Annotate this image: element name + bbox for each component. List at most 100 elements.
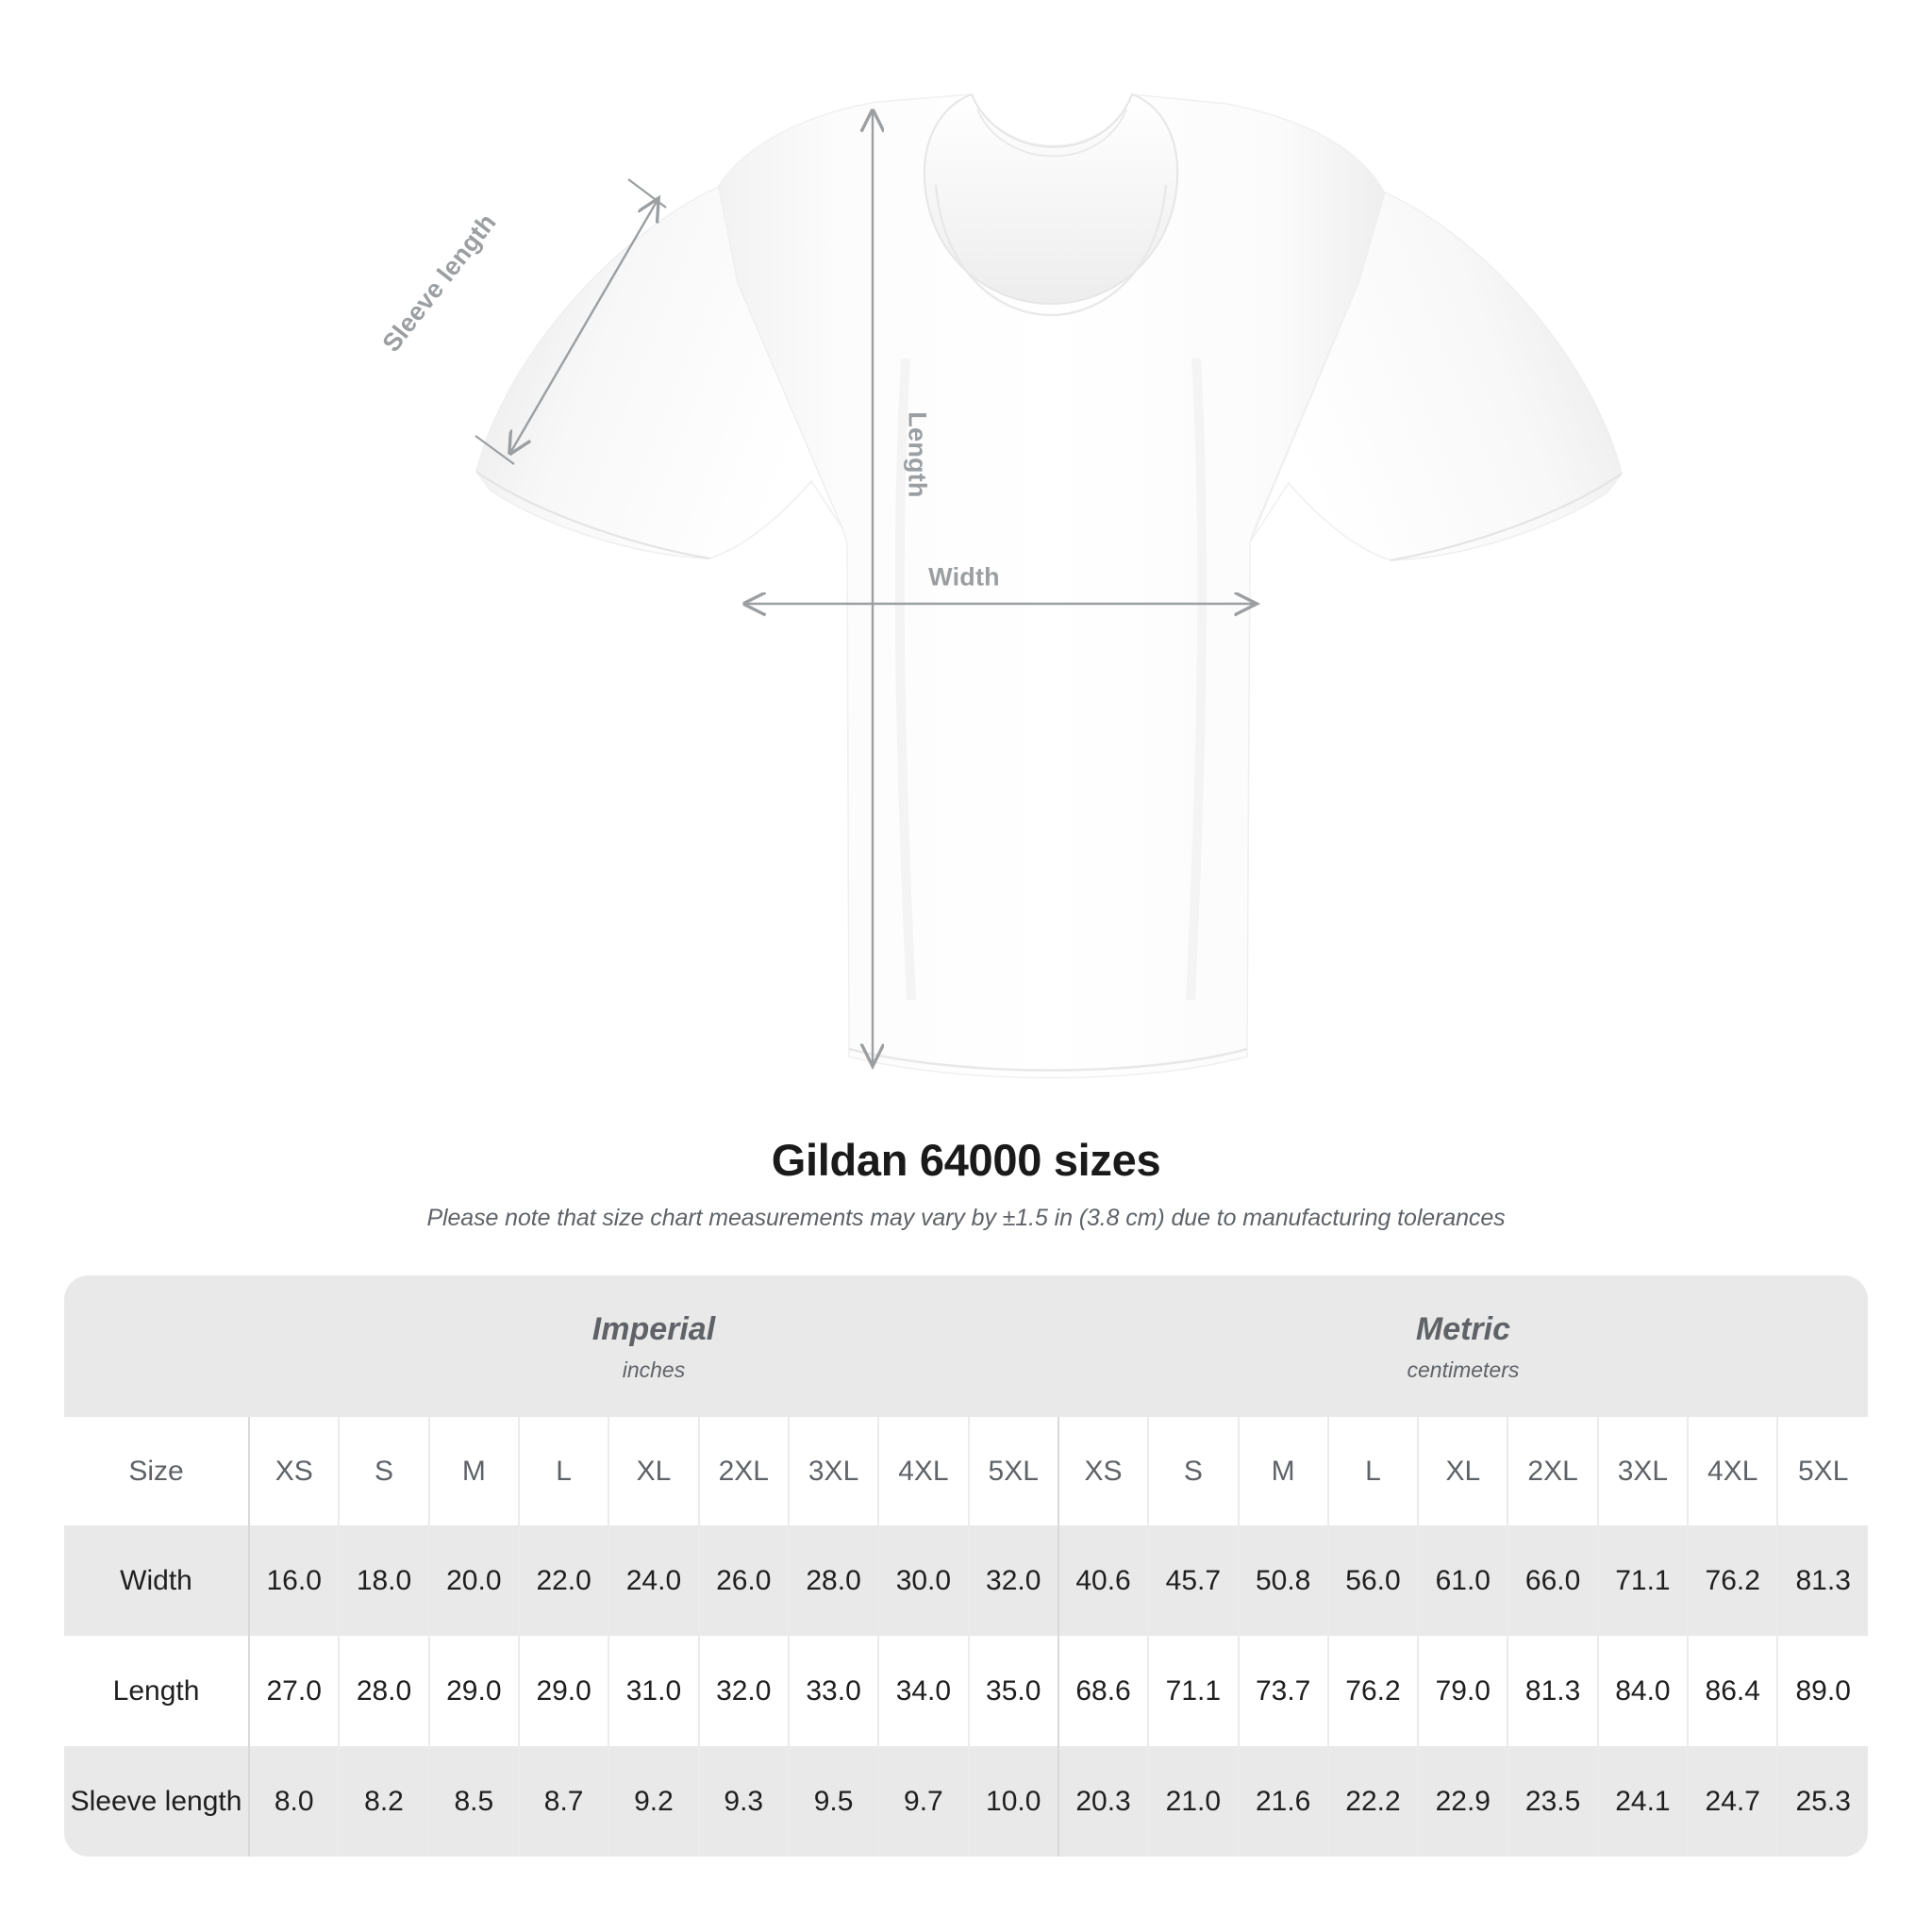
cell-length-metric-4xl: 86.4 bbox=[1687, 1636, 1778, 1746]
shirt-hem bbox=[848, 1047, 1248, 1072]
cell-sleeve-length-metric-s: 21.0 bbox=[1147, 1746, 1239, 1857]
cell-width-metric-3xl: 71.1 bbox=[1596, 1525, 1689, 1636]
cell-sleeve-length-metric-xs: 20.3 bbox=[1057, 1746, 1149, 1857]
size-header-metric-2xl: 2XL bbox=[1507, 1417, 1598, 1525]
cell-sleeve-length-imperial-m: 8.5 bbox=[427, 1746, 519, 1857]
cell-width-imperial-s: 18.0 bbox=[338, 1525, 429, 1636]
cell-width-imperial-xs: 16.0 bbox=[248, 1525, 340, 1636]
sleeve-arrow-tick-bottom bbox=[475, 435, 515, 465]
cell-length-metric-xs: 68.6 bbox=[1057, 1636, 1149, 1746]
size-header-metric-m: M bbox=[1237, 1417, 1328, 1525]
unit-header-metric: Metric centimeters bbox=[1058, 1275, 1868, 1417]
unit-banner-spacer bbox=[64, 1275, 250, 1417]
tshirt-illustration bbox=[475, 92, 1623, 1079]
cell-sleeve-length-imperial-5xl: 10.0 bbox=[967, 1746, 1058, 1857]
cell-width-metric-l: 56.0 bbox=[1326, 1525, 1419, 1636]
cell-width-metric-5xl: 81.3 bbox=[1776, 1525, 1868, 1636]
unit-subtitle-metric: centimeters bbox=[1407, 1357, 1520, 1382]
cell-width-metric-s: 45.7 bbox=[1147, 1525, 1239, 1636]
cell-length-metric-5xl: 89.0 bbox=[1776, 1636, 1868, 1746]
size-header-imperial-3xl: 3XL bbox=[787, 1417, 879, 1525]
cell-width-metric-xs: 40.6 bbox=[1057, 1525, 1149, 1636]
cell-sleeve-length-metric-2xl: 23.5 bbox=[1507, 1746, 1598, 1857]
size-header-imperial-4xl: 4XL bbox=[877, 1417, 969, 1525]
page-title: Gildan 64000 sizes bbox=[771, 1135, 1161, 1185]
cell-sleeve-length-metric-l: 22.2 bbox=[1326, 1746, 1419, 1857]
unit-name-imperial: Imperial bbox=[591, 1311, 716, 1348]
chart-heading-block: Gildan 64000 sizes Please note that size… bbox=[0, 1134, 1932, 1232]
size-header-metric-s: S bbox=[1147, 1417, 1239, 1525]
size-header-metric-5xl: 5XL bbox=[1776, 1417, 1868, 1525]
cell-width-metric-xl: 61.0 bbox=[1417, 1525, 1508, 1636]
size-header-imperial-5xl: 5XL bbox=[967, 1417, 1058, 1525]
cell-sleeve-length-imperial-s: 8.2 bbox=[338, 1746, 429, 1857]
cell-sleeve-length-imperial-l: 8.7 bbox=[517, 1746, 609, 1857]
cell-length-imperial-xl: 31.0 bbox=[608, 1636, 699, 1746]
shirt-body-shape bbox=[716, 93, 1388, 1079]
cell-sleeve-length-metric-5xl: 25.3 bbox=[1776, 1746, 1868, 1857]
cell-length-imperial-4xl: 34.0 bbox=[877, 1636, 969, 1746]
unit-header-imperial: Imperial inches bbox=[249, 1275, 1058, 1417]
size-header-metric-3xl: 3XL bbox=[1596, 1417, 1689, 1525]
cell-length-metric-3xl: 84.0 bbox=[1596, 1636, 1689, 1746]
size-header-imperial-l: L bbox=[517, 1417, 609, 1525]
cell-length-imperial-s: 28.0 bbox=[338, 1636, 429, 1746]
cell-sleeve-length-metric-m: 21.6 bbox=[1237, 1746, 1328, 1857]
cell-length-imperial-2xl: 32.0 bbox=[697, 1636, 789, 1746]
collar-stitch bbox=[934, 184, 1168, 317]
tshirt-diagram: Sleeve length Length Width bbox=[376, 92, 1623, 1079]
size-header-label: Size bbox=[64, 1417, 250, 1525]
cell-width-imperial-5xl: 32.0 bbox=[967, 1525, 1058, 1636]
cell-sleeve-length-imperial-3xl: 9.5 bbox=[787, 1746, 879, 1857]
size-header-imperial-s: S bbox=[338, 1417, 429, 1525]
cell-sleeve-length-imperial-xs: 8.0 bbox=[248, 1746, 340, 1857]
sleeve-arrow-tick-top bbox=[627, 178, 667, 208]
size-header-metric-xl: XL bbox=[1417, 1417, 1508, 1525]
cell-width-imperial-xl: 24.0 bbox=[608, 1525, 699, 1636]
cell-width-imperial-3xl: 28.0 bbox=[787, 1525, 879, 1636]
tolerance-disclaimer: Please note that size chart measurements… bbox=[426, 1205, 1506, 1231]
cell-width-metric-m: 50.8 bbox=[1237, 1525, 1328, 1636]
cell-length-imperial-xs: 27.0 bbox=[248, 1636, 340, 1746]
row-label-width: Width bbox=[64, 1525, 250, 1636]
cell-width-imperial-4xl: 30.0 bbox=[877, 1525, 969, 1636]
cell-length-metric-l: 76.2 bbox=[1326, 1636, 1419, 1746]
unit-subtitle-imperial: inches bbox=[622, 1357, 686, 1382]
cell-length-metric-xl: 79.0 bbox=[1417, 1636, 1508, 1746]
size-header-imperial-m: M bbox=[427, 1417, 519, 1525]
width-dimension-label: Width bbox=[928, 562, 1000, 591]
size-header-row: Size XS S M L XL 2XL 3XL 4XL 5XL XS S M L XL 2XL 3XL 4XL 5… bbox=[64, 1417, 1868, 1525]
cell-width-imperial-l: 22.0 bbox=[517, 1525, 609, 1636]
cell-width-imperial-m: 20.0 bbox=[427, 1525, 519, 1636]
left-sleeve-hem bbox=[475, 471, 710, 560]
size-table: Imperial inches Metric centimeters Size XS S M L… bbox=[64, 1275, 1868, 1857]
unit-banner-row: Imperial inches Metric centimeters bbox=[64, 1275, 1868, 1417]
row-label-sleeve-length: Sleeve length bbox=[64, 1746, 250, 1857]
size-header-metric-l: L bbox=[1326, 1417, 1419, 1525]
collar-inner-line bbox=[976, 108, 1127, 158]
cell-sleeve-length-imperial-xl: 9.2 bbox=[608, 1746, 699, 1857]
cell-sleeve-length-metric-4xl: 24.7 bbox=[1687, 1746, 1778, 1857]
size-header-imperial-xs: XS bbox=[248, 1417, 340, 1525]
cell-sleeve-length-metric-xl: 22.9 bbox=[1417, 1746, 1508, 1857]
table-row: Length 27.0 28.0 29.0 29.0 31.0 32.0 33.0 34.0 35… bbox=[64, 1636, 1868, 1746]
size-header-imperial-2xl: 2XL bbox=[697, 1417, 789, 1525]
cell-length-metric-m: 73.7 bbox=[1237, 1636, 1328, 1746]
size-header-imperial-xl: XL bbox=[608, 1417, 699, 1525]
shirt-right-sleeve bbox=[1249, 191, 1623, 561]
cell-length-imperial-5xl: 35.0 bbox=[967, 1636, 1058, 1746]
cell-length-imperial-3xl: 33.0 bbox=[787, 1636, 879, 1746]
fold-shade-right bbox=[1186, 358, 1208, 1001]
row-label-length: Length bbox=[64, 1636, 250, 1746]
cell-length-imperial-l: 29.0 bbox=[517, 1636, 609, 1746]
cell-width-imperial-2xl: 26.0 bbox=[697, 1525, 789, 1636]
size-header-metric-4xl: 4XL bbox=[1687, 1417, 1778, 1525]
fold-shade-left bbox=[894, 358, 916, 1001]
size-table-container: Imperial inches Metric centimeters Size XS S M L… bbox=[64, 1275, 1868, 1857]
cell-length-metric-s: 71.1 bbox=[1147, 1636, 1239, 1746]
cell-width-metric-2xl: 66.0 bbox=[1507, 1525, 1598, 1636]
right-sleeve-hem bbox=[1390, 473, 1623, 562]
table-row: Width 16.0 18.0 20.0 22.0 24.0 26.0 28.0 30.0 32.… bbox=[64, 1525, 1868, 1636]
cell-sleeve-length-imperial-2xl: 9.3 bbox=[697, 1746, 789, 1857]
